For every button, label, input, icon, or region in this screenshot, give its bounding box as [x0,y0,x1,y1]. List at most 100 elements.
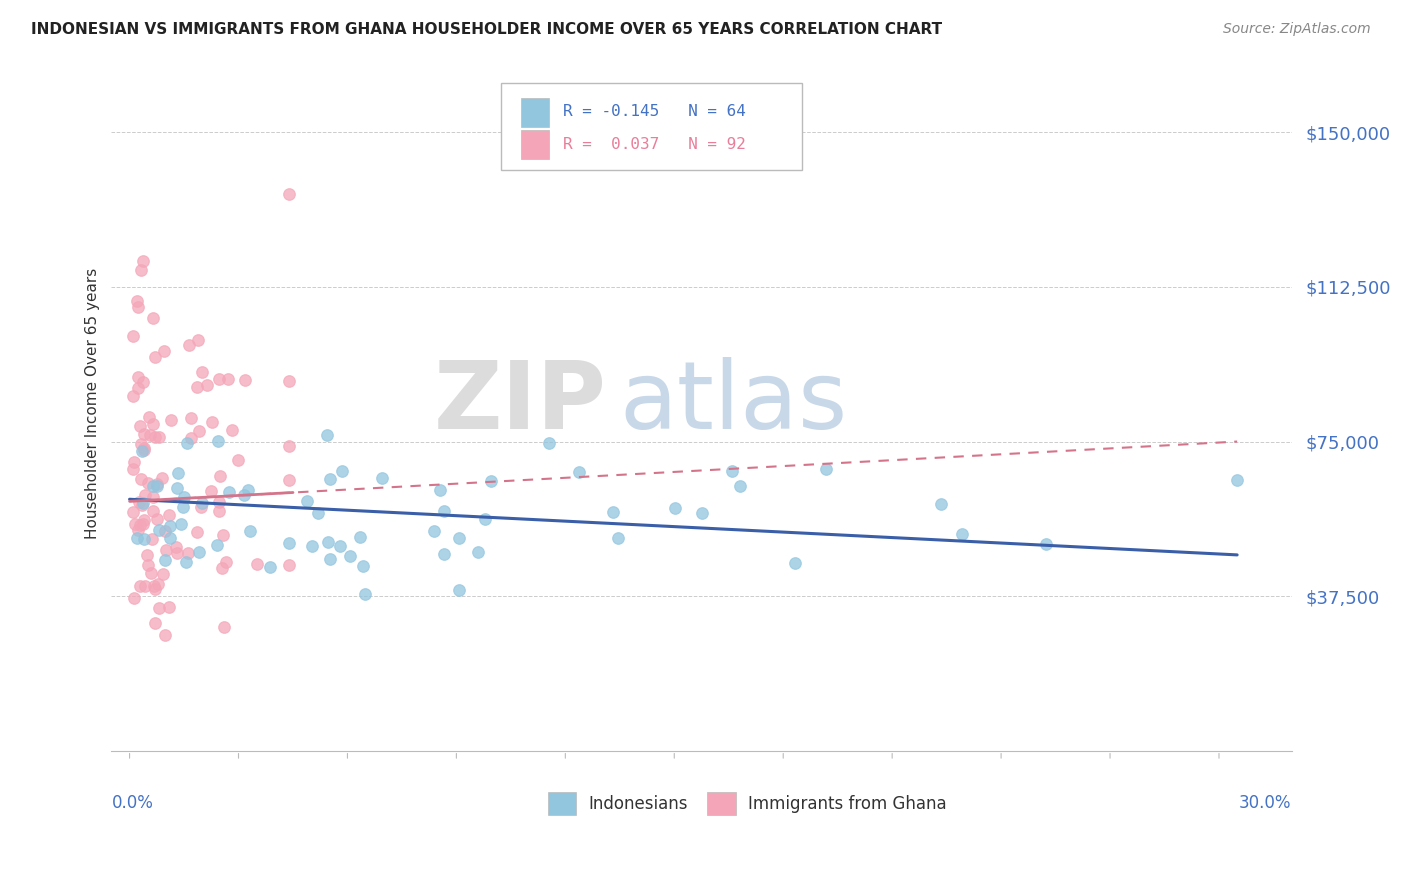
Point [479,475,502,489]
Point [143,615,166,630]
Point [153,628,176,642]
Point [138,409,160,424]
Point [129,418,152,433]
Point [159,508,181,522]
Text: R = -0.145   N = 64: R = -0.145 N = 64 [564,104,747,119]
Text: Immigrants from Ghana: Immigrants from Ghana [748,796,946,814]
Point [246,557,269,571]
Point [429,483,451,498]
Point [278,439,301,453]
Point [259,560,281,574]
Point [131,444,153,458]
Point [143,582,166,596]
Point [127,531,149,545]
Point [146,476,169,491]
Point [721,465,744,479]
Point [157,599,180,614]
Point [191,365,214,379]
Point [728,479,751,493]
Point [208,372,231,386]
Point [146,577,169,591]
Point [170,516,193,531]
Point [142,504,165,518]
Point [173,490,195,504]
Point [568,466,591,480]
Point [153,343,176,358]
Point [132,496,155,510]
Point [139,428,162,442]
Point [447,531,470,545]
Point [166,481,188,495]
Point [814,461,837,475]
Point [122,455,145,469]
Text: ZIP: ZIP [434,357,607,449]
Point [141,532,163,546]
Point [537,435,560,450]
Point [127,301,149,315]
Point [167,467,190,481]
Point [339,549,361,564]
Point [221,423,243,437]
Point [132,441,155,455]
Point [316,534,339,549]
Point [190,496,212,510]
Point [474,512,496,526]
Point [307,506,329,520]
Point [354,587,377,601]
Point [180,411,202,425]
Point [177,546,200,560]
Point [226,452,249,467]
Point [208,495,231,509]
Point [349,531,371,545]
Point [239,524,262,538]
Point [208,504,231,518]
Point [207,434,229,448]
Point [217,372,239,386]
Point [330,464,353,478]
Point [180,431,202,445]
Point [329,539,352,553]
Point [122,329,145,343]
Point [122,389,145,403]
Point [278,473,301,487]
Text: Source: ZipAtlas.com: Source: ZipAtlas.com [1223,22,1371,37]
Point [447,582,470,597]
Point [127,369,149,384]
Point [319,552,342,566]
Point [187,333,209,347]
Point [153,524,176,538]
Point [602,505,624,519]
Point [142,478,165,492]
FancyBboxPatch shape [522,97,550,127]
Text: atlas: atlas [619,357,848,449]
Point [218,484,240,499]
Point [233,488,256,502]
Point [136,558,159,572]
FancyBboxPatch shape [522,130,550,160]
Point [128,579,150,593]
Point [195,377,218,392]
Text: Indonesians: Indonesians [588,796,688,814]
Point [152,567,174,582]
Point [422,524,444,538]
Point [319,472,342,486]
Point [211,561,233,575]
Point [190,500,212,514]
Point [207,538,229,552]
Point [370,470,392,484]
Point [301,539,323,553]
Point [143,350,166,364]
FancyBboxPatch shape [501,83,801,169]
Point [132,427,155,442]
FancyBboxPatch shape [707,792,735,815]
Point [141,310,163,325]
Point [122,461,145,475]
Point [215,555,238,569]
Point [135,548,157,562]
Point [950,527,973,541]
Point [236,483,259,498]
Point [136,475,159,490]
Point [159,531,181,545]
Point [931,497,953,511]
Point [148,524,170,538]
